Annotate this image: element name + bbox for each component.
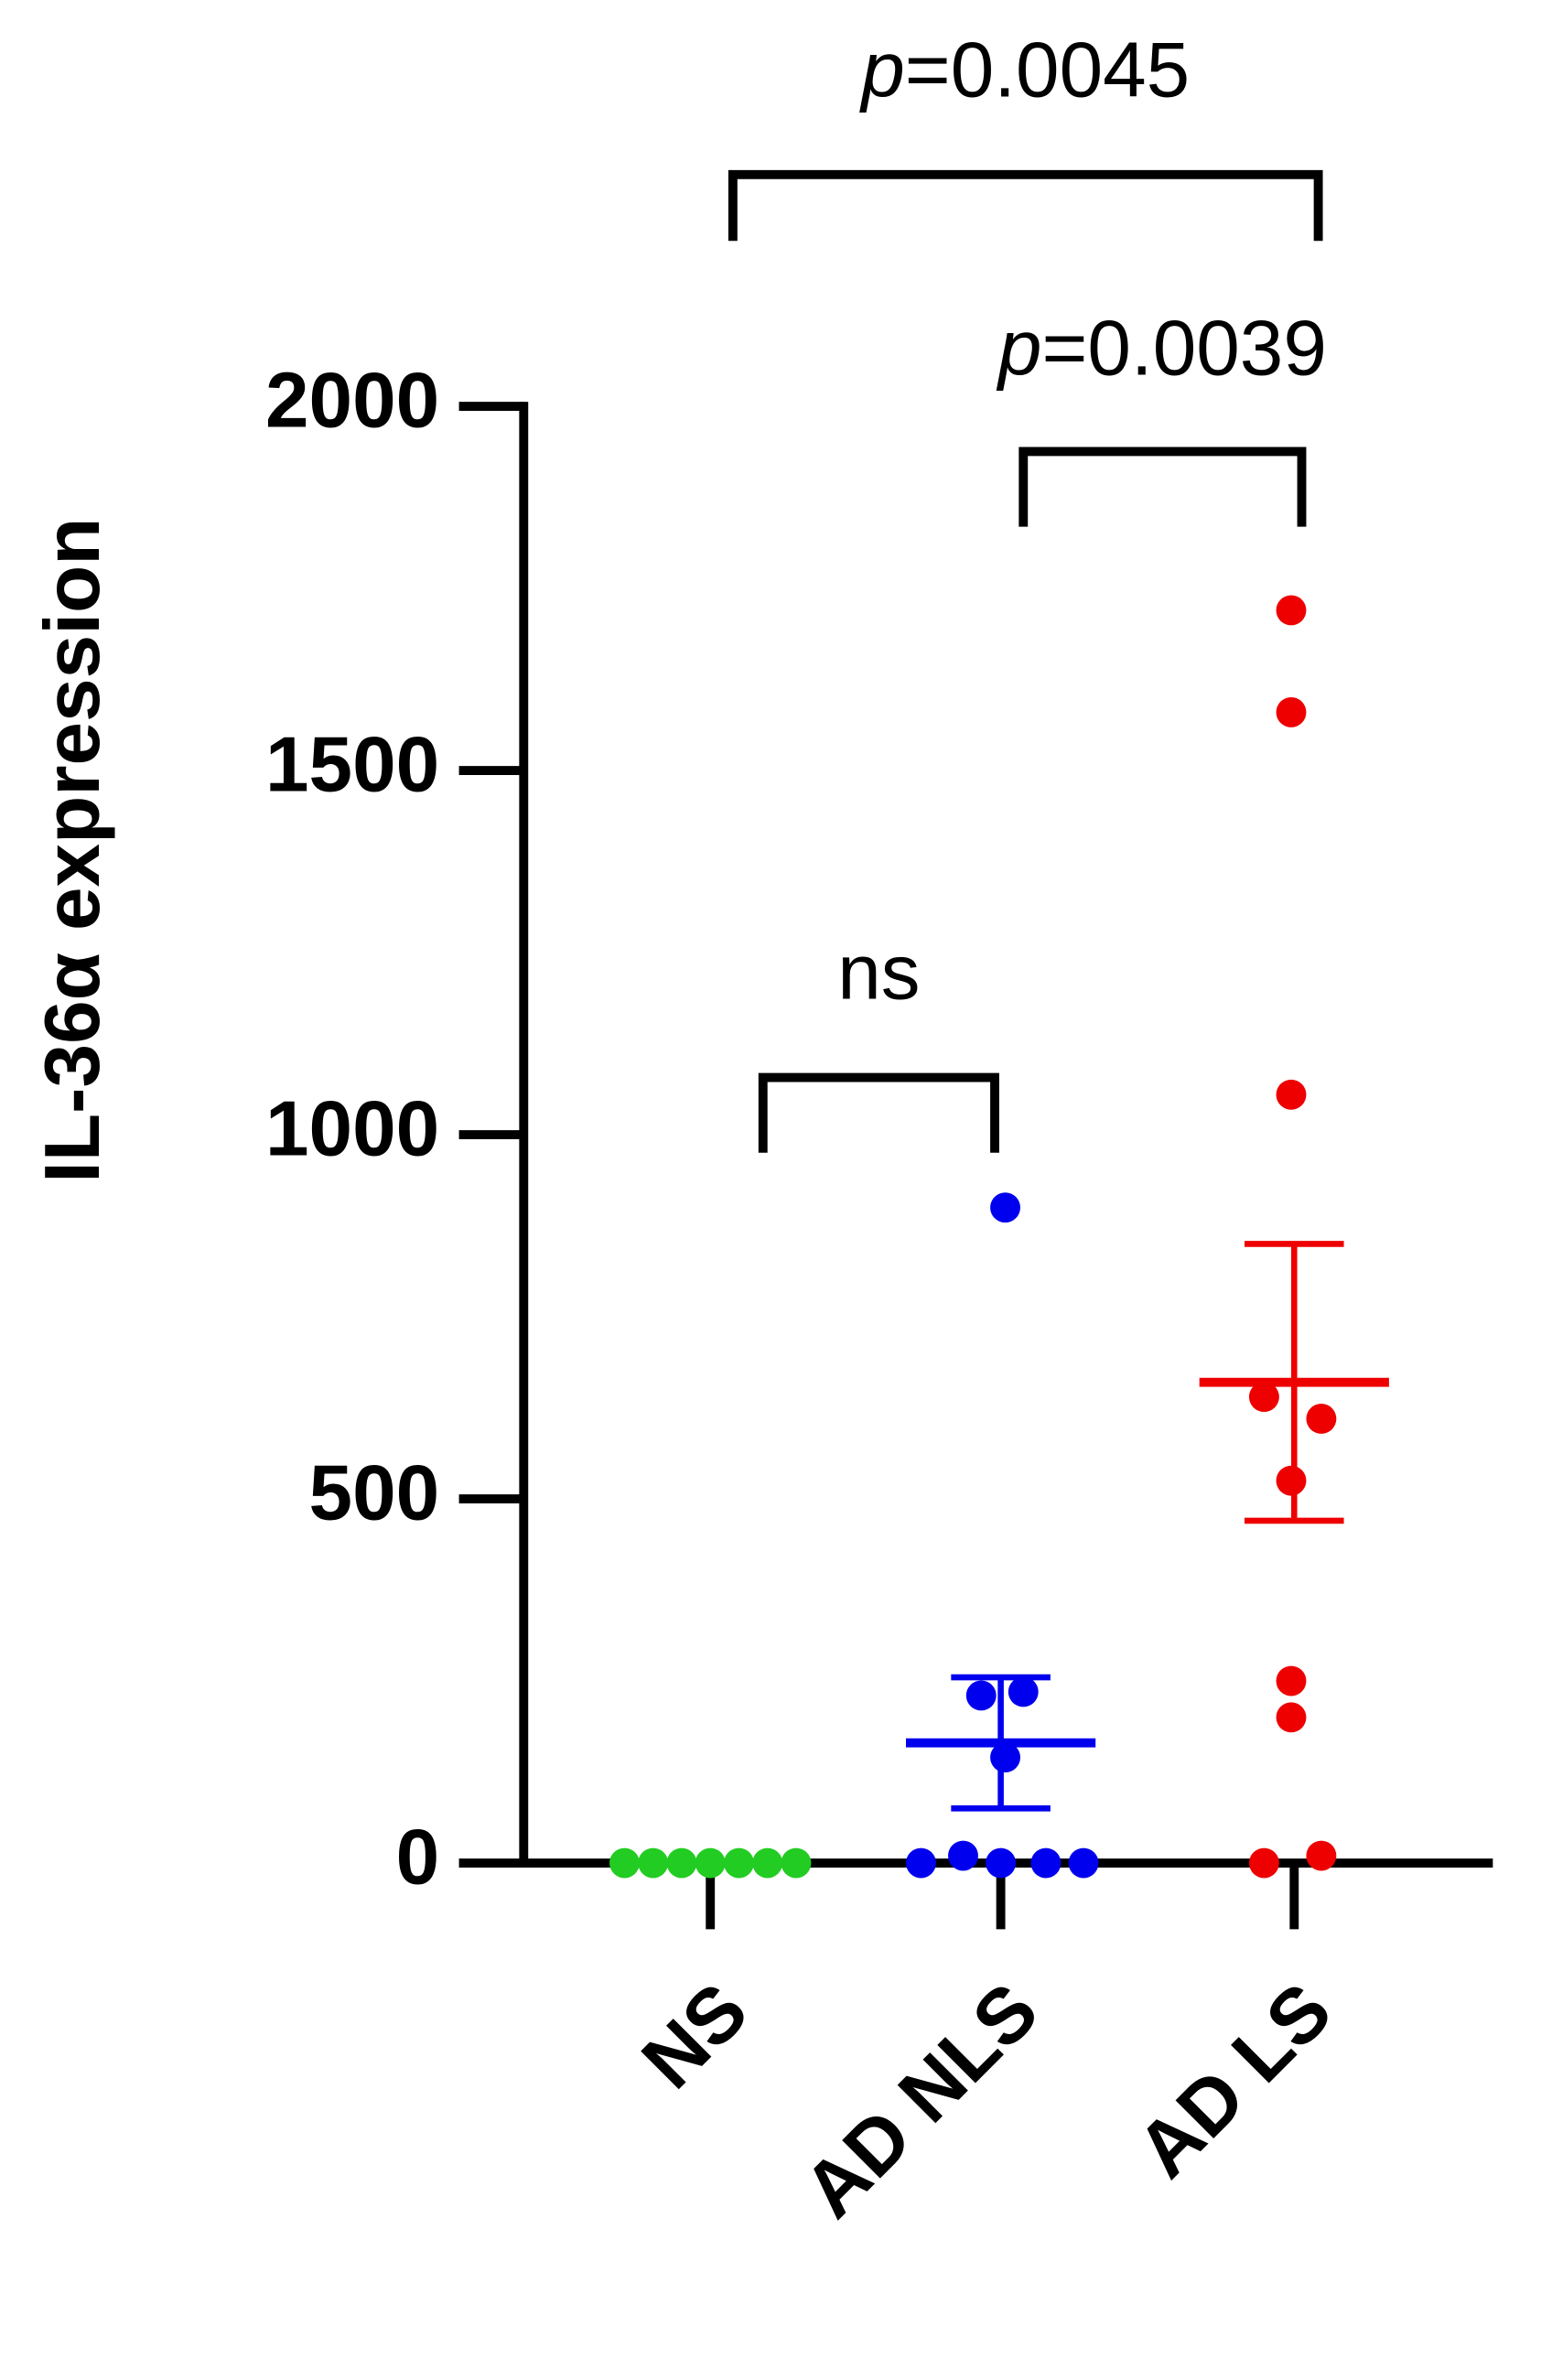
dot [965, 1680, 997, 1711]
dot [986, 1847, 1017, 1879]
dot [1248, 1847, 1279, 1879]
x-tick-label: AD NLS [787, 1967, 1054, 2235]
y-tick-label: 500 [309, 1450, 440, 1537]
significance-label: p=0.0045 [858, 27, 1190, 113]
significance-label: p=0.0039 [996, 305, 1327, 392]
y-tick-label: 1000 [265, 1086, 439, 1173]
dot [1030, 1847, 1061, 1879]
significance-label: ns [837, 930, 920, 1017]
dot [1248, 1382, 1279, 1413]
significance-bracket [1018, 447, 1307, 527]
x-tick-label: AD LS [1121, 1967, 1349, 2195]
dot [781, 1847, 812, 1879]
y-tick-label: 1500 [265, 722, 439, 809]
significance-bracket [727, 169, 1323, 242]
y-axis-label: IL-36α expression [29, 518, 116, 1183]
dot [695, 1847, 726, 1879]
dot [1276, 1079, 1307, 1110]
dot [666, 1847, 697, 1879]
dot [1008, 1676, 1039, 1707]
y-tick-label: 0 [396, 1815, 440, 1901]
dot [1306, 1840, 1337, 1871]
dot [638, 1847, 669, 1879]
dot [990, 1192, 1020, 1223]
dot [752, 1847, 783, 1879]
dot [906, 1847, 936, 1879]
dot [724, 1847, 754, 1879]
dot [1276, 696, 1307, 727]
dot [1068, 1847, 1099, 1879]
significance-bracket [758, 1072, 999, 1153]
dot [948, 1840, 978, 1871]
x-tick-label: NS [626, 1967, 764, 2105]
dot [1306, 1404, 1337, 1434]
dot [1276, 595, 1307, 626]
dot [609, 1847, 640, 1879]
dot [1276, 1702, 1307, 1733]
y-tick-label: 2000 [265, 358, 439, 445]
dot [1276, 1665, 1307, 1696]
